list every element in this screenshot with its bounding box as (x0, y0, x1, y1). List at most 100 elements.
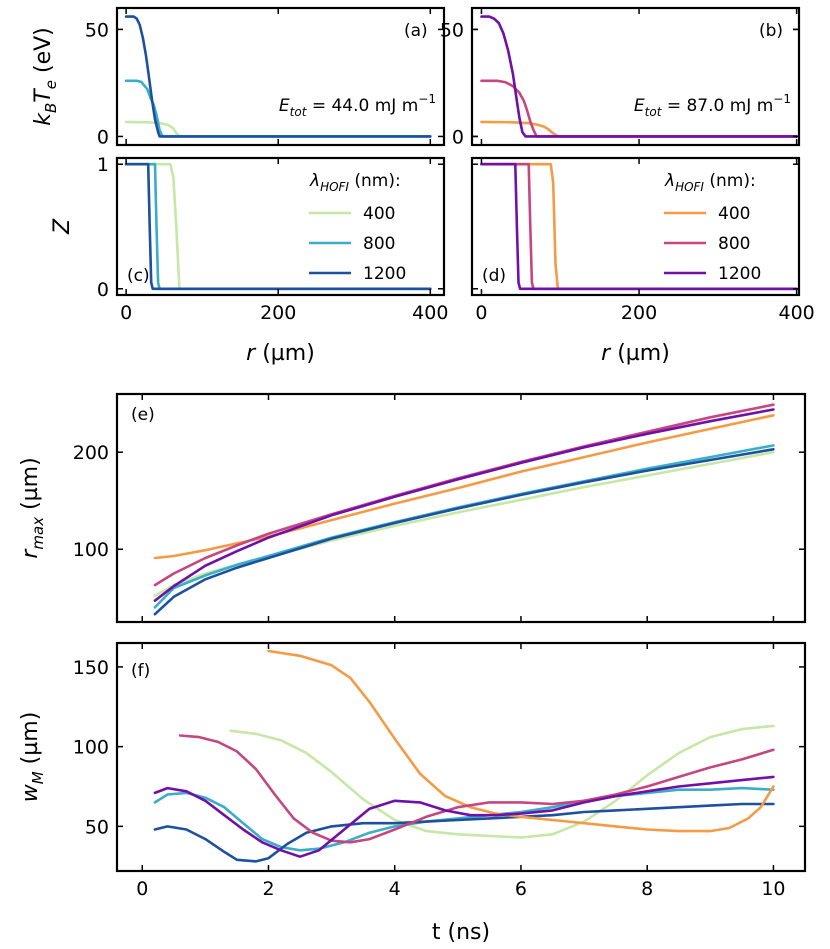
axes-frame (470, 156, 801, 297)
energy-sup: −1 (773, 92, 791, 106)
axes-frame (115, 641, 807, 873)
series-line-1200 (480, 162, 798, 291)
y-axis-label-unit: (µm) (18, 712, 43, 772)
energy-sub: tot (290, 105, 308, 119)
panel-d: 0 200 400 (d) λHOFI (nm): 400 800 1200 r (µm) (470, 156, 815, 366)
y-axis-label-sub1: B (42, 103, 60, 113)
series-line-800 (480, 79, 798, 138)
y-axis-label-sub: max (29, 517, 47, 550)
series-line-1200 (124, 15, 432, 138)
x-axis-label: r (µm) (246, 341, 315, 366)
series-line-1200a (153, 447, 775, 616)
legend-label: 1200 (363, 264, 406, 284)
series-line-400b (153, 413, 775, 560)
panel-c: 0 200 400 0 1 (c) λHOFI (nm): 400 800 1200 Zr (µm) (50, 154, 448, 366)
series-line-1200a (153, 802, 775, 863)
y-tick-label: 100 (73, 539, 109, 561)
y-axis-label-T: T (31, 88, 56, 103)
y-axis-label: rmax (µm) (18, 457, 47, 558)
x-axis-label-var: r (601, 341, 612, 366)
axes-frame (470, 6, 801, 147)
x-tick-label: 0 (120, 302, 132, 324)
series-group (480, 162, 798, 291)
x-axis-label: t (ns) (432, 920, 490, 945)
y-axis-label: wM (µm) (18, 712, 47, 803)
energy-annotation: Etot = 44.0 mJ m−1 (279, 92, 436, 119)
legend-title: λHOFI (nm): (664, 171, 756, 194)
legend-title: λHOFI (nm): (309, 171, 401, 194)
x-axis-label: r (µm) (601, 341, 670, 366)
series-line-800b (178, 734, 775, 844)
panel-a: 0 50 (a) Etot = 44.0 mJ m−1 kBTe (eV) (31, 6, 446, 148)
series-group (480, 15, 798, 138)
legend-title-sub: HOFI (320, 180, 349, 194)
y-tick-label: 0 (97, 279, 109, 301)
panel-label: (a) (404, 21, 428, 41)
legend-title-var: λ (309, 171, 320, 191)
panel-label: (e) (131, 405, 155, 425)
legend-title-var: λ (664, 171, 675, 191)
y-axis-label-k: k (31, 112, 56, 126)
x-tick-label: 200 (260, 302, 296, 324)
y-axis-label-sub2: e (42, 80, 60, 89)
series-line-400a (229, 724, 775, 839)
y-tick-label: 0 (97, 126, 109, 148)
x-tick-label: 2 (262, 878, 274, 900)
y-axis-label-sub: M (29, 771, 47, 784)
series-line-1200b (153, 775, 775, 859)
energy-var: E (634, 96, 645, 116)
panel-label: (f) (131, 661, 150, 681)
energy-annotation: Etot = 87.0 mJ m−1 (634, 92, 791, 119)
series-group (124, 15, 432, 138)
panel-f: 0 2 4 6 8 10 50 100 150 (f) wM (µm) t (ns) (18, 641, 807, 945)
x-tick-label: 10 (761, 878, 785, 900)
y-tick-label: 50 (85, 19, 109, 41)
series-group (153, 649, 775, 863)
y-tick-label: 100 (73, 737, 109, 759)
y-axis-label-var: r (18, 548, 43, 559)
legend-label: 1200 (718, 264, 761, 284)
y-axis-label: kBTe (eV) (31, 27, 60, 125)
y-tick-label: 50 (440, 19, 464, 41)
axes-frame (115, 156, 446, 297)
x-tick-label: 400 (779, 302, 815, 324)
series-line-400a (153, 450, 775, 598)
legend-title-rest: (nm): (704, 171, 756, 191)
series-line-400 (124, 120, 432, 138)
legend-label: 400 (718, 204, 750, 224)
y-axis-label-var: w (18, 783, 43, 802)
legend-label: 400 (363, 204, 395, 224)
series-line-1200 (480, 15, 798, 138)
energy-sub: tot (645, 105, 663, 119)
series-line-1200 (124, 162, 432, 291)
panel-e: 100 200 (e) rmax (µm) (18, 392, 807, 624)
legend-title-sub: HOFI (675, 180, 704, 194)
x-axis-label-var: r (246, 341, 257, 366)
panel-b: 0 50 (b) Etot = 87.0 mJ m−1 (440, 6, 801, 148)
series-line-1200b (153, 408, 775, 603)
y-tick-label: 150 (73, 657, 109, 679)
x-axis-label-unit: (µm) (610, 341, 670, 366)
y-tick-label: 50 (85, 816, 109, 838)
energy-var: E (279, 96, 290, 116)
x-axis-label-unit: (µm) (255, 341, 315, 366)
series-group (153, 403, 775, 616)
energy-value: = 87.0 mJ m (661, 96, 773, 116)
x-tick-label: 4 (389, 878, 401, 900)
x-tick-label: 8 (641, 878, 653, 900)
legend-label: 800 (718, 234, 750, 254)
legend-title-rest: (nm): (349, 171, 401, 191)
axes-frame (115, 392, 807, 624)
energy-sup: −1 (418, 92, 436, 106)
x-tick-label: 200 (621, 302, 657, 324)
y-tick-label: 0 (452, 126, 464, 148)
legend-label: 800 (363, 234, 395, 254)
panel-label: (d) (482, 266, 506, 286)
series-group (124, 162, 432, 291)
y-axis-label: Z (50, 218, 75, 235)
axes-frame (115, 6, 446, 147)
series-line-800b (153, 403, 775, 587)
x-tick-label: 6 (515, 878, 527, 900)
panel-label: (b) (759, 21, 783, 41)
